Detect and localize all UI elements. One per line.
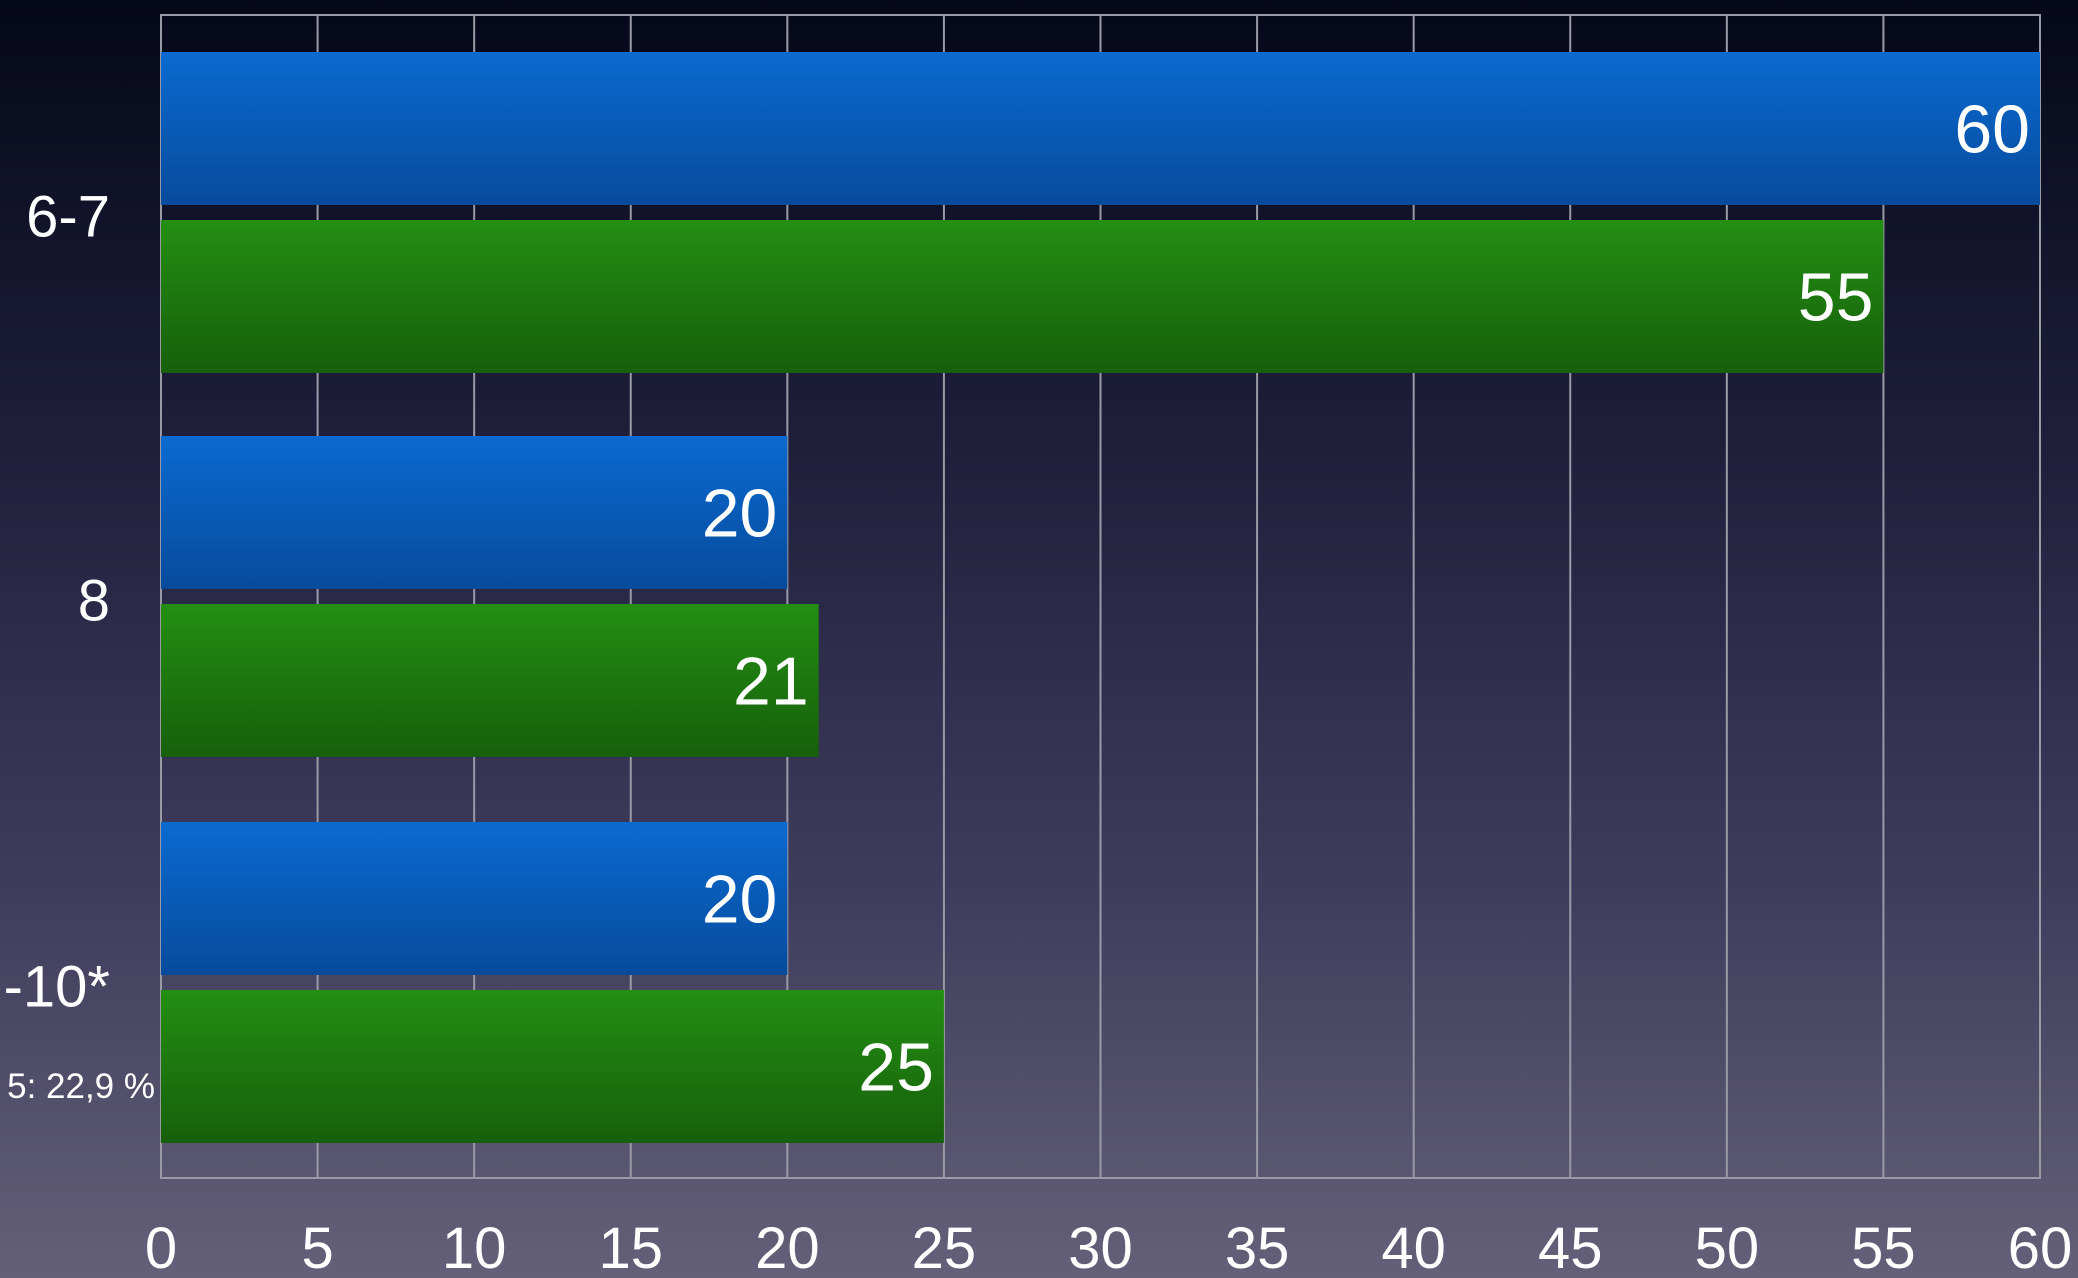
x-tick-label: 35 — [1225, 1216, 1290, 1278]
data-label: 21 — [733, 644, 809, 720]
x-tick-label: 50 — [1695, 1216, 1760, 1278]
x-tick-label: 25 — [912, 1216, 977, 1278]
gridlines — [160, 14, 2041, 1179]
x-tick-label: 5 — [301, 1216, 333, 1278]
bar-green-2 — [161, 990, 944, 1143]
data-label: 60 — [1954, 92, 2030, 168]
data-label: 20 — [702, 862, 778, 938]
bar-blue-1 — [161, 436, 788, 589]
annotation-note: 5: 22,9 % — [7, 1067, 155, 1106]
data-label: 55 — [1798, 260, 1874, 336]
bar-green-0 — [161, 220, 1884, 373]
category-label: -10* — [4, 955, 110, 1020]
bar-blue-2 — [161, 822, 788, 975]
x-tick-label: 30 — [1068, 1216, 1133, 1278]
data-label: 20 — [702, 476, 778, 552]
category-label: 8 — [78, 569, 110, 634]
x-tick-label: 45 — [1538, 1216, 1603, 1278]
category-label: 6-7 — [26, 185, 110, 250]
x-tick-label: 20 — [755, 1216, 820, 1278]
data-label: 25 — [858, 1030, 934, 1106]
x-tick-label: 60 — [2008, 1216, 2073, 1278]
bar-blue-0 — [161, 52, 2040, 205]
bars — [161, 52, 2040, 1143]
x-tick-label: 55 — [1851, 1216, 1916, 1278]
bar-green-1 — [161, 604, 819, 757]
x-tick-label: 40 — [1381, 1216, 1446, 1278]
x-tick-label: 0 — [145, 1216, 177, 1278]
x-tick-label: 15 — [598, 1216, 663, 1278]
x-tick-label: 10 — [442, 1216, 507, 1278]
labels: 5: 22,9 % 0 5 10 15 20 25 30 35 40 45 50 55 60 60 55 6-… — [4, 92, 2073, 1278]
